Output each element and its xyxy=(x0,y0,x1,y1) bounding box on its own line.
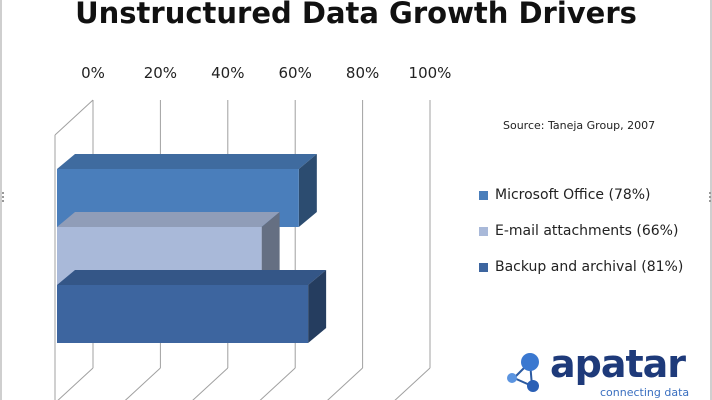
floor-gridline xyxy=(259,367,296,400)
x-tick-label: 100% xyxy=(409,64,452,82)
bar-side-face xyxy=(261,212,280,285)
x-tick-label: 0% xyxy=(81,64,105,82)
x-tick-label: 60% xyxy=(279,64,312,82)
bar-front-face xyxy=(57,285,309,343)
legend-label: E-mail attachments (66%) xyxy=(495,223,679,239)
legend-item: Microsoft Office (78%) xyxy=(479,183,683,207)
logo-wordmark: apatar xyxy=(550,342,686,386)
right-resize-handle[interactable] xyxy=(709,192,712,202)
floor-gridline xyxy=(124,367,161,400)
source-note: Source: Taneja Group, 2007 xyxy=(503,119,656,132)
floor-gridline xyxy=(192,367,229,400)
floor-gridline xyxy=(327,367,363,400)
molecule-logo-icon xyxy=(507,353,539,392)
logo-tagline: connecting data xyxy=(600,386,690,399)
bar-top-face xyxy=(57,154,317,169)
x-axis-ticks: 0% 20% 40% 60% 80% 100% xyxy=(81,64,451,82)
bar-3 xyxy=(57,270,327,343)
bar-top-face xyxy=(57,270,327,285)
bars xyxy=(57,154,327,343)
legend: Microsoft Office (78%) E-mail attachments… xyxy=(479,183,683,291)
side-wall-top-edge xyxy=(54,99,94,136)
legend-item: Backup and archival (81%) xyxy=(479,255,683,279)
legend-item: E-mail attachments (66%) xyxy=(479,219,683,243)
legend-swatch xyxy=(479,262,488,272)
bar-side-face xyxy=(308,270,327,343)
chart-title: Unstructured Data Growth Drivers xyxy=(75,0,637,30)
floor-gridline xyxy=(57,367,94,400)
legend-label: Microsoft Office (78%) xyxy=(495,187,651,203)
legend-swatch xyxy=(479,226,488,236)
x-tick-label: 80% xyxy=(346,64,379,82)
apatar-logo: apatar connecting data xyxy=(500,342,700,400)
x-tick-label: 40% xyxy=(211,64,244,82)
left-resize-handle[interactable] xyxy=(2,192,7,202)
legend-swatch xyxy=(479,190,488,200)
legend-label: Backup and archival (81%) xyxy=(495,259,684,275)
bar-top-face xyxy=(57,212,280,227)
bar-side-face xyxy=(298,154,317,227)
floor-gridline xyxy=(394,367,431,400)
x-tick-label: 20% xyxy=(144,64,177,82)
